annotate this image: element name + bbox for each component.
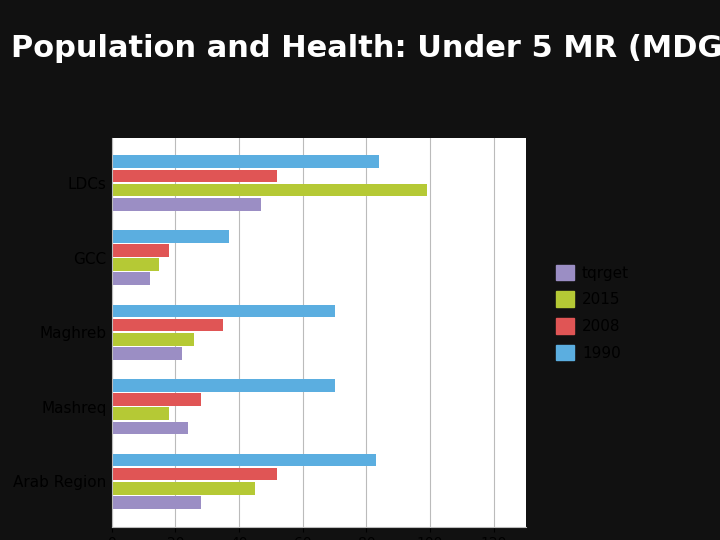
Legend: tqrget, 2015, 2008, 1990: tqrget, 2015, 2008, 1990	[550, 259, 635, 367]
Bar	[112, 198, 261, 211]
Bar	[112, 319, 223, 332]
Bar	[112, 482, 255, 495]
Bar	[112, 273, 150, 285]
Bar	[112, 244, 169, 257]
Bar	[112, 379, 335, 392]
Bar	[112, 156, 379, 168]
Bar	[112, 230, 230, 242]
Bar	[112, 258, 159, 271]
Bar	[112, 305, 335, 317]
Bar	[112, 393, 201, 406]
Text: Population and Health: Under 5 MR (MDG 4): Population and Health: Under 5 MR (MDG 4…	[11, 34, 720, 63]
Bar	[112, 184, 427, 197]
Bar	[112, 170, 277, 182]
Bar	[112, 496, 201, 509]
Bar	[112, 422, 188, 434]
Bar	[112, 347, 181, 360]
Bar	[112, 333, 194, 346]
Bar	[112, 454, 376, 467]
Bar	[112, 468, 277, 481]
Bar	[112, 407, 169, 420]
